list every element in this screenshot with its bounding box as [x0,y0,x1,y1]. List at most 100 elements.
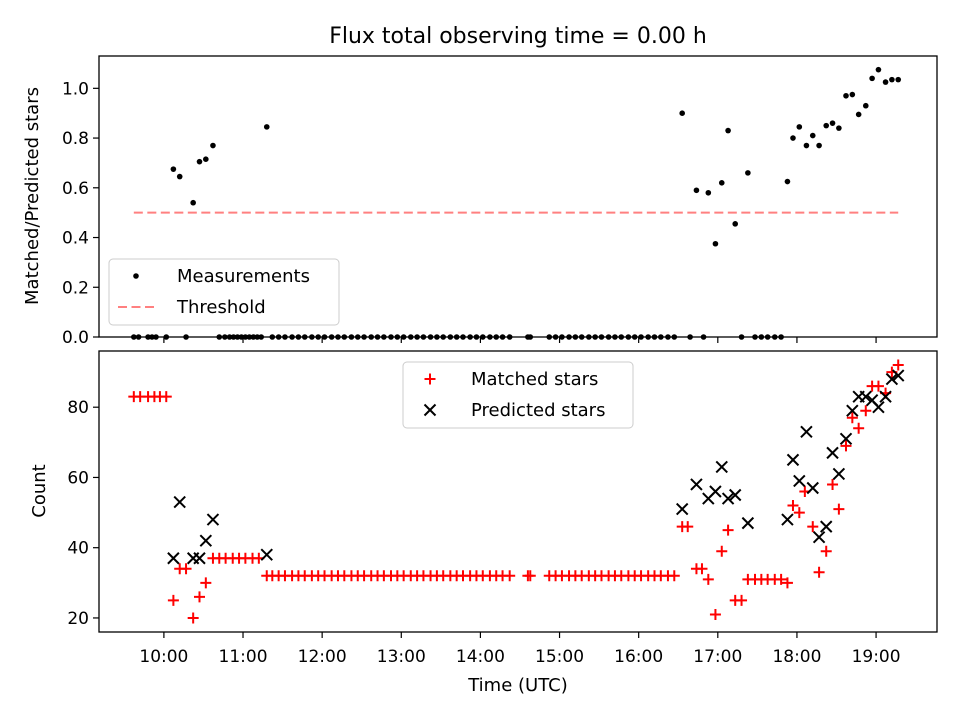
measurement-point [712,240,719,247]
legend-label: Predicted stars [471,400,605,421]
matched-star-point [424,373,436,385]
measurement-point [849,91,856,98]
predicted-star-point [786,453,800,467]
x-tick-label: 19:00 [852,647,901,667]
y-axis-label: Matched/Predicted stars [22,87,43,305]
legend-item: Measurements [133,266,310,287]
matched-star-point [840,440,852,452]
y-tick-label: 40 [67,539,89,559]
predicted-star-point [781,513,794,526]
chart-title: Flux total observing time = 0.00 h [329,24,707,49]
measurement-point [176,173,183,180]
y-tick-label: 0.0 [62,328,89,348]
y-tick-label: 0.2 [62,278,89,298]
predicted-star-point [715,460,728,474]
measurement-point [190,199,196,206]
measurement-point [809,132,816,139]
plot-frame [98,55,938,338]
x-tick-label: 11:00 [219,647,268,667]
measurement-point [705,189,712,196]
top-plot: 0.0 0.2 0.4 0.6 0.8 1.0 Matched/Predicted star… [22,55,938,348]
y-tick-label: 20 [67,609,89,629]
x-tick-label: 15:00 [535,647,584,667]
legend-item: Matched stars [424,369,598,390]
measurement-point [843,92,849,99]
predicted-star-point [167,552,180,565]
matched-star-point [853,422,865,434]
predicted-star-point [820,520,833,533]
predicted-star-point [892,369,905,382]
predicted-star-point [839,432,853,446]
y-tick-label: 60 [67,468,89,488]
matched-star-point [892,359,904,371]
matched-star-point [860,405,872,417]
measurement-point [732,221,739,227]
measurement-point [170,166,177,172]
series-predicted-stars [167,369,905,565]
predicted-star-point [193,552,206,565]
matched-star-point [820,545,832,557]
measurement-point [855,111,862,118]
matched-star-point [702,573,714,585]
predicted-star-point [800,425,813,438]
y-tick-label: 0.4 [62,229,89,249]
legend-label: Measurements [177,266,310,287]
matched-star-point [709,608,721,620]
measurement-point [895,76,902,83]
x-tick-label: 10:00 [139,647,188,667]
predicted-star-point [846,404,859,417]
predicted-star-point [793,474,806,488]
plot-frame [98,350,938,633]
matched-star-point [793,507,805,519]
measurement-point [796,124,803,130]
measurement-point [210,142,216,149]
legend-item: Predicted stars [423,400,605,421]
matched-star-point [813,566,825,578]
measurement-point [869,75,875,82]
y-axis-label: Count [29,464,50,517]
predicted-star-point [199,534,213,547]
matched-star-point [504,570,516,582]
predicted-star-point [729,488,742,502]
measurement-point [823,122,830,129]
predicted-star-point [741,516,755,530]
predicted-star-point [832,467,846,481]
measurement-point [679,110,685,116]
measurement-point [829,120,836,126]
matched-star-point [524,570,536,582]
matched-star-point [846,412,858,424]
y-tick-label: 0.8 [62,129,89,149]
measurement-point [718,180,725,186]
predicted-star-point [675,502,689,516]
series-matched-stars [128,359,904,624]
measurement-point [263,124,270,130]
matched-star-point [187,612,199,624]
predicted-star-point [872,400,885,414]
measurement-point [836,125,842,131]
matched-star-point [200,577,212,589]
y-tick-label: 0.6 [62,179,89,199]
predicted-star-point [260,548,273,561]
measurement-point [745,170,751,176]
predicted-star-point [826,446,839,460]
predicted-star-point [721,492,735,505]
matched-star-point [872,380,884,392]
matched-star-point [696,563,708,575]
x-tick-label: 14:00 [456,647,505,667]
measurement-point [196,158,203,165]
measurement-point [693,187,700,194]
x-tick-label: 12:00 [298,647,347,667]
matched-star-point [787,500,799,512]
measurement-point [790,135,796,141]
measurement-point [816,142,822,149]
predicted-star-point [173,495,186,509]
measurement-point [725,127,731,134]
matched-star-point [781,577,793,589]
legend: Measurements Threshold [108,258,340,326]
x-tick-label: 17:00 [693,647,742,667]
matched-star-point [180,563,192,575]
matched-star-point [827,478,839,490]
y-tick-label: 80 [67,398,89,418]
